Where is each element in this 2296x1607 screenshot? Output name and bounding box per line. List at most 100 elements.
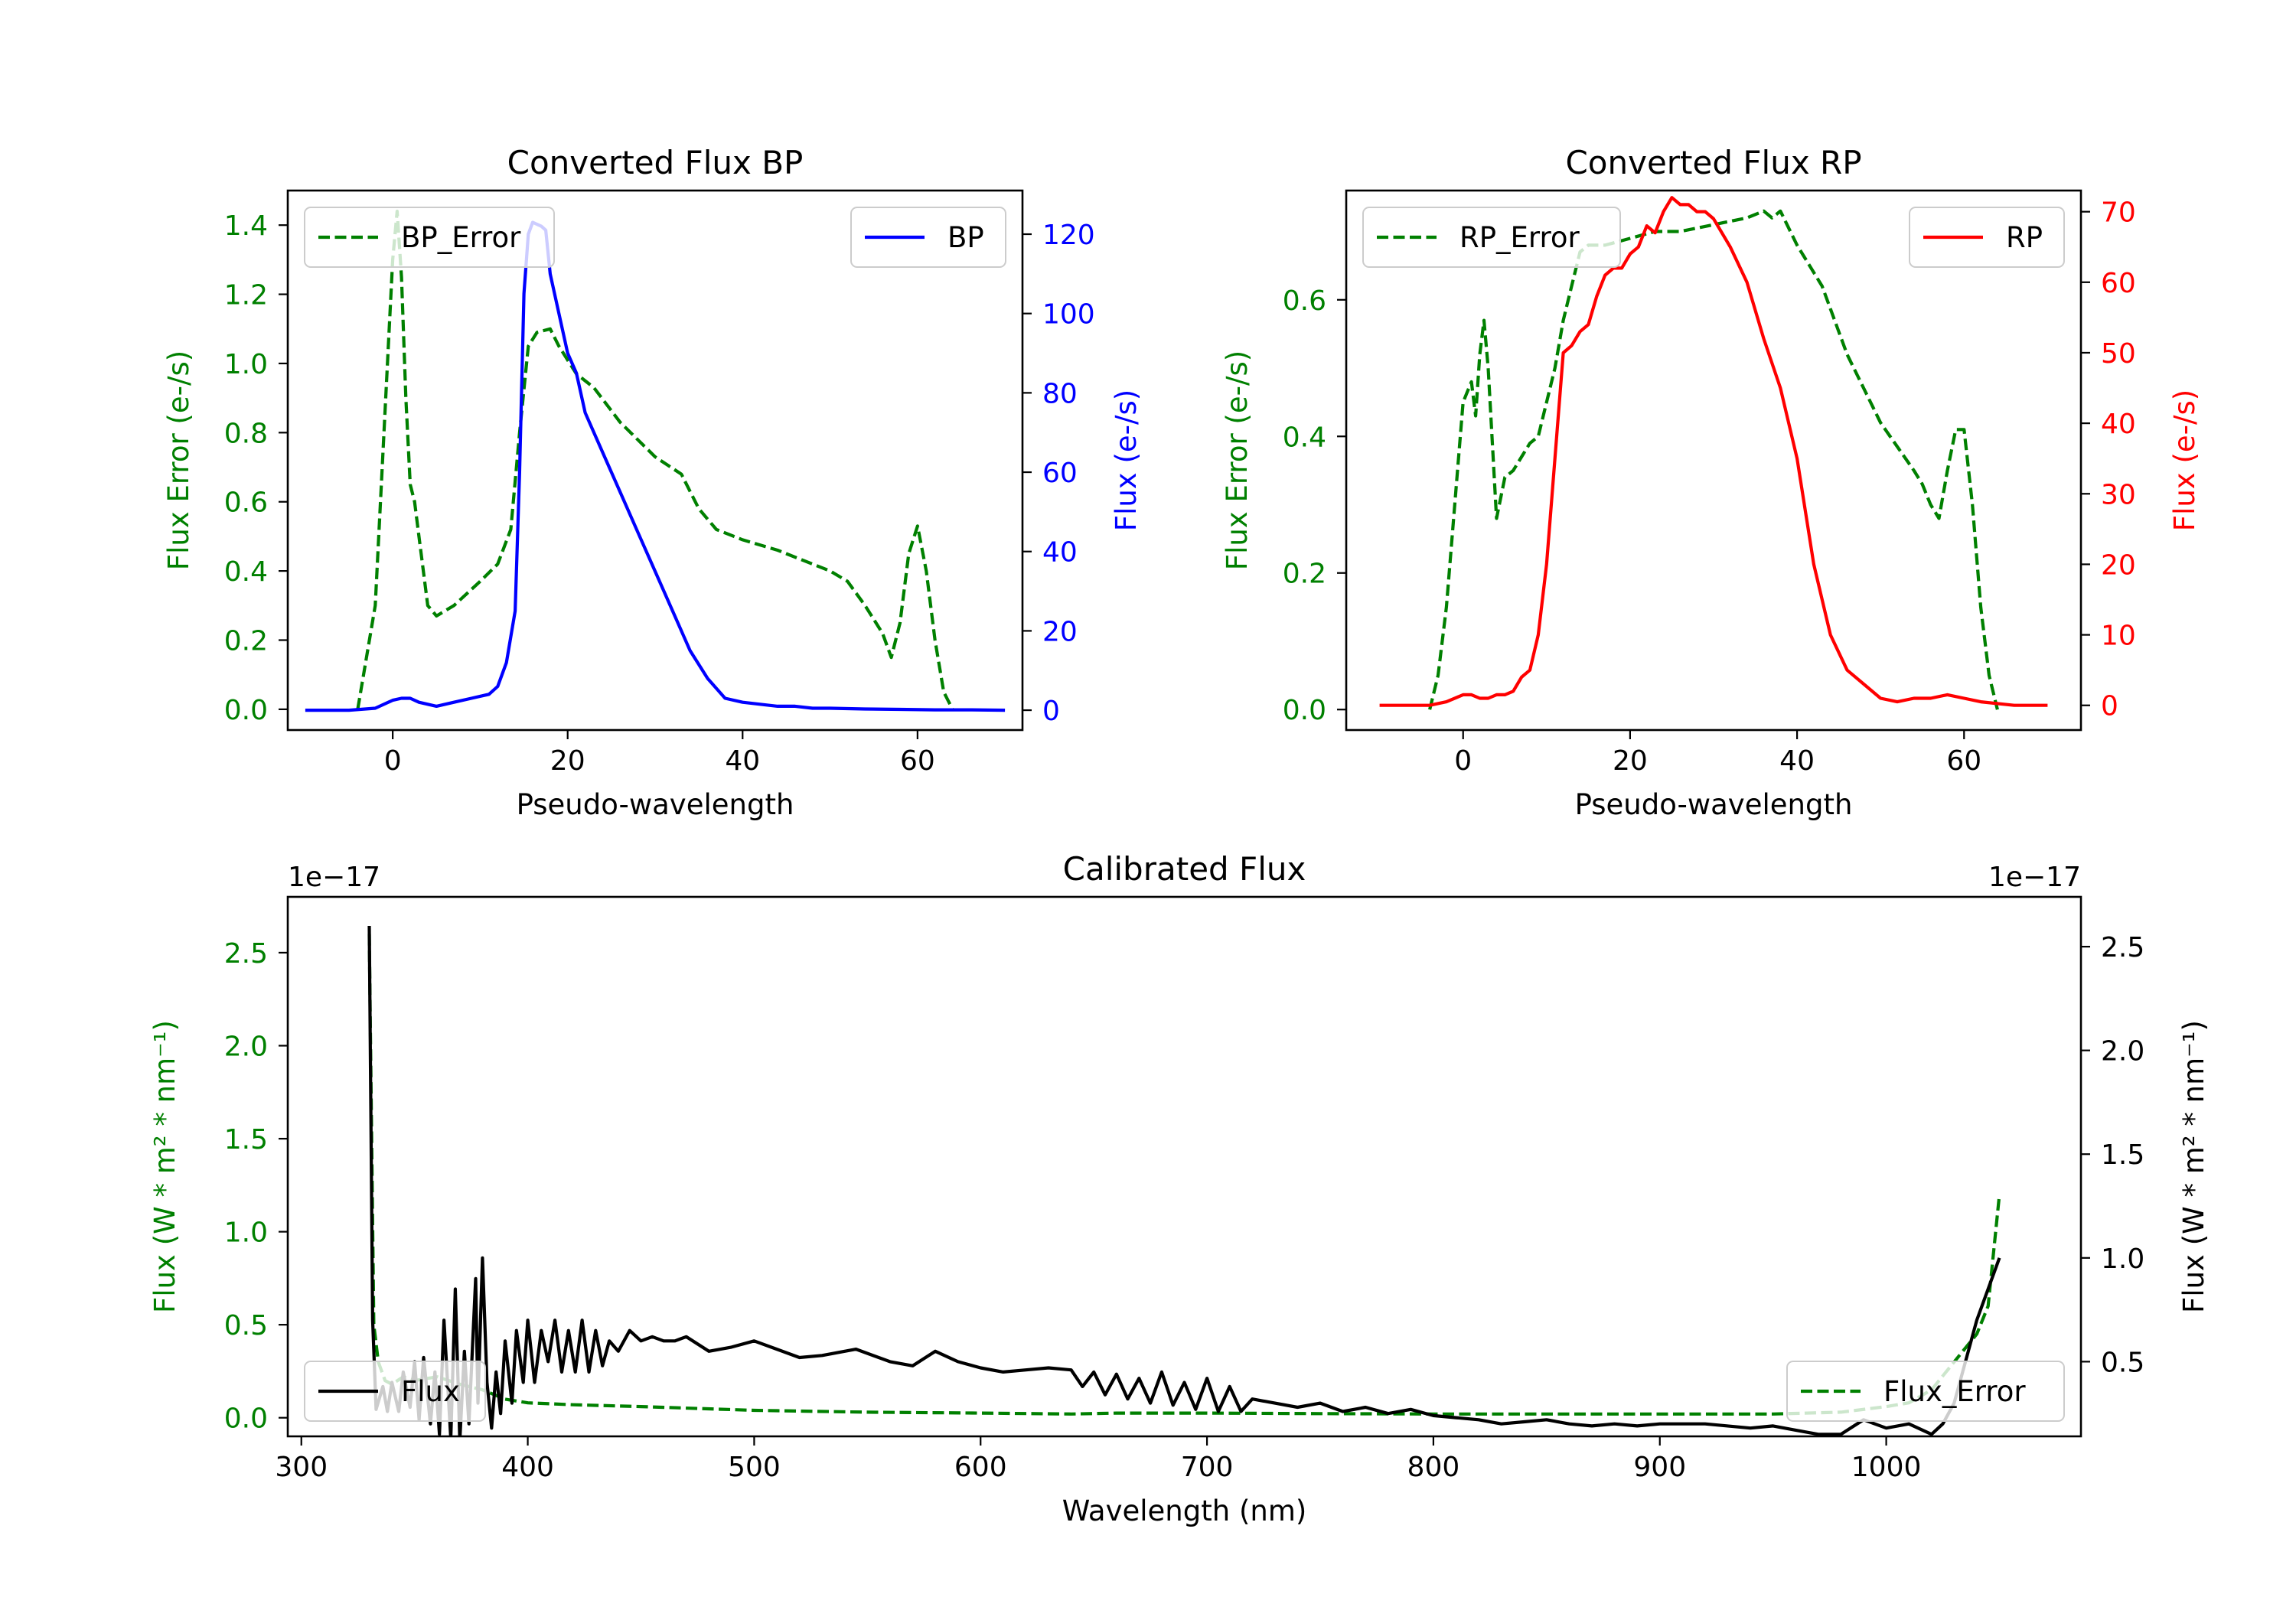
legend-label: RP <box>2006 221 2043 254</box>
y-left-axis-label: Flux (W * m² * nm⁻¹) <box>148 1020 181 1313</box>
x-tick-label: 20 <box>1613 745 1648 777</box>
y-right-tick-label: 0 <box>1042 696 1060 727</box>
y-right-tick-label: 50 <box>2101 338 2136 370</box>
y-right-tick-label: 20 <box>2101 549 2136 581</box>
y-left-tick-label: 0.6 <box>1283 285 1326 317</box>
x-tick-label: 700 <box>1181 1452 1234 1483</box>
y-right-offset-label: 1e−17 <box>1988 862 2081 893</box>
chart-title: Converted Flux RP <box>1565 144 1861 181</box>
legend-box <box>1786 1361 2065 1422</box>
y-left-offset-label: 1e−17 <box>288 862 380 893</box>
chart-title: Converted Flux BP <box>507 144 804 181</box>
legend-box <box>1362 207 1621 268</box>
x-tick-label: 900 <box>1633 1452 1686 1483</box>
x-axis-label: Wavelength (nm) <box>1062 1495 1307 1527</box>
chart-bp: Converted Flux BP 0 20 40 60 Pseudo-wavelengt… <box>162 144 1143 821</box>
y-left-tick-label: 0.0 <box>224 1403 268 1435</box>
x-tick-label: 0 <box>1454 745 1472 777</box>
x-tick-label: 800 <box>1407 1452 1460 1483</box>
x-tick-label: 600 <box>954 1452 1007 1483</box>
series-bp-line <box>305 220 1006 712</box>
y-right-tick-label: 20 <box>1042 616 1078 647</box>
series-rp-line <box>1379 196 2048 707</box>
legend-left: RP_Error <box>1362 207 1621 268</box>
chart-cal: Calibrated Flux 300 400 500 600 700 800 900 1000… <box>148 850 2210 1527</box>
x-axis-label: Pseudo-wavelength <box>1575 788 1853 821</box>
legend-left: Flux <box>304 1361 486 1422</box>
y-right-tick-label: 10 <box>2101 621 2136 652</box>
y-left-tick-label: 0.0 <box>224 695 268 726</box>
y-left-tick-label: 0.5 <box>224 1310 268 1341</box>
y-right-tick-label: 80 <box>1042 378 1078 409</box>
series-flux-line <box>367 925 2001 1436</box>
y-right-tick-label: 100 <box>1042 299 1095 331</box>
y-right-tick-label: 1.0 <box>2101 1244 2144 1275</box>
legend-right: RP <box>1909 207 2065 268</box>
legend-box <box>304 207 555 268</box>
y-right-tick-label: 30 <box>2101 479 2136 510</box>
legend-label: Flux_Error <box>1883 1375 2026 1408</box>
plot-area <box>305 210 1006 712</box>
x-tick-label: 60 <box>1946 745 1981 777</box>
x-tick-label: 300 <box>275 1452 328 1483</box>
x-tick-label: 40 <box>1779 745 1815 777</box>
legend-right: BP <box>850 207 1006 268</box>
plot-frame <box>286 895 2082 1438</box>
y-left-tick-label: 2.5 <box>224 938 268 970</box>
y-left-axis-label: Flux Error (e-/s) <box>1221 350 1254 570</box>
y-right-tick-label: 0.5 <box>2101 1347 2144 1378</box>
legend-label: BP_Error <box>401 221 521 254</box>
y-right-tick-label: 70 <box>2101 197 2136 229</box>
y-right-axis-label: Flux (e-/s) <box>2168 390 2201 531</box>
chart-title: Calibrated Flux <box>1063 850 1306 888</box>
x-axis-label: Pseudo-wavelength <box>517 788 794 821</box>
y-right-tick-label: 0 <box>2101 691 2118 722</box>
x-tick-label: 400 <box>501 1452 554 1483</box>
y-right-axis-label: Flux (e-/s) <box>1110 390 1143 531</box>
series-bp-error-line <box>356 210 954 710</box>
legend-right: Flux_Error <box>1786 1361 2065 1422</box>
x-tick-label: 1000 <box>1851 1452 1922 1483</box>
x-tick-label: 20 <box>550 745 585 777</box>
y-right-tick-label: 120 <box>1042 220 1095 251</box>
legend-box <box>1909 207 2065 268</box>
y-left-tick-label: 1.0 <box>224 1217 268 1249</box>
y-right-tick-label: 40 <box>1042 537 1078 569</box>
x-tick-label: 60 <box>900 745 935 777</box>
y-right-tick-label: 1.5 <box>2101 1139 2144 1171</box>
y-right-tick-label: 2.0 <box>2101 1036 2144 1068</box>
y-left-tick-label: 0.6 <box>224 487 268 519</box>
y-left-tick-label: 0.2 <box>1283 559 1326 590</box>
legend-left: BP_Error <box>304 207 555 268</box>
y-left-tick-label: 1.0 <box>224 349 268 380</box>
y-left-tick-label: 1.5 <box>224 1124 268 1156</box>
y-right-tick-label: 60 <box>1042 458 1078 489</box>
y-left-tick-label: 2.0 <box>224 1031 268 1062</box>
y-left-tick-label: 0.0 <box>1283 695 1326 726</box>
y-left-tick-label: 1.2 <box>224 280 268 311</box>
plot-area <box>367 925 2001 1436</box>
y-right-axis-label: Flux (W * m² * nm⁻¹) <box>2177 1020 2210 1313</box>
y-left-axis-label: Flux Error (e-/s) <box>162 350 195 570</box>
legend-box <box>850 207 1006 268</box>
plot-frame <box>1345 189 2082 732</box>
y-left-tick-label: 0.4 <box>224 556 268 588</box>
series-rp-error-line <box>1428 209 1999 710</box>
x-tick-label: 40 <box>725 745 760 777</box>
y-left-tick-label: 1.4 <box>224 210 268 242</box>
legend-label: Flux <box>401 1375 460 1408</box>
x-tick-label: 0 <box>384 745 402 777</box>
x-tick-label: 500 <box>728 1452 781 1483</box>
y-left-tick-label: 0.8 <box>224 418 268 449</box>
y-right-tick-label: 40 <box>2101 409 2136 440</box>
y-left-tick-label: 0.4 <box>1283 422 1326 453</box>
plot-frame <box>286 189 1024 732</box>
legend-label: RP_Error <box>1459 221 1580 254</box>
y-left-tick-label: 0.2 <box>224 626 268 657</box>
legend-label: BP <box>947 221 984 254</box>
series-flux-error-line <box>367 934 2001 1416</box>
plot-area <box>1379 196 2048 710</box>
chart-rp: Converted Flux RP 0 20 40 60 Pseudo-wavelengt… <box>1221 144 2201 821</box>
legend-box <box>304 1361 486 1422</box>
